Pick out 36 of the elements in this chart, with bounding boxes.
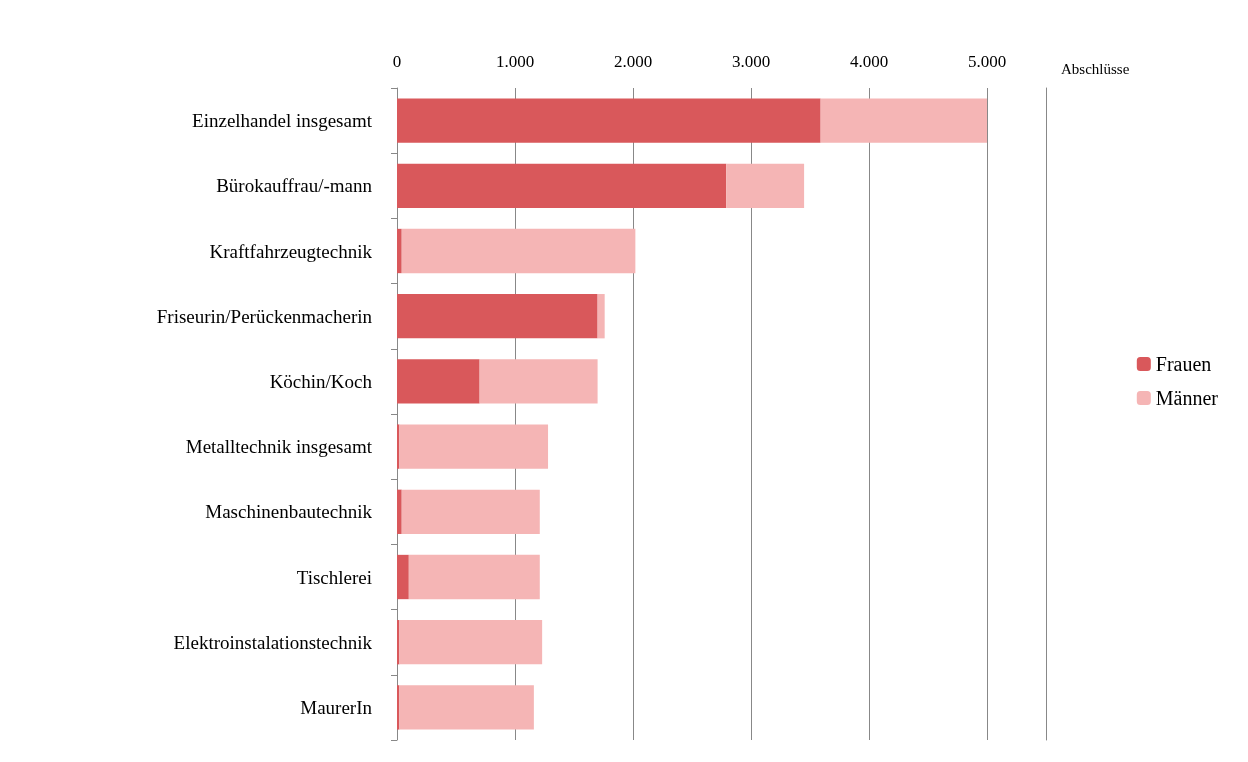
bar [726,163,805,208]
x-tick-label: 5.000 [967,52,1007,71]
bar [397,228,402,274]
bar [408,554,540,600]
x-tick-label: 1.000 [495,52,535,71]
x-axis-title: Abschlüsse [1061,60,1130,77]
bar [479,359,598,404]
y-tick-label: MaurerIn [300,696,373,718]
y-tick-label: Friseurin/Perückenmacherin [156,305,373,327]
bar [397,163,727,208]
y-tick-label: Maschinenbautechnik [205,501,373,523]
bar [820,98,987,143]
legend-label: Frauen [1155,353,1212,375]
bar [399,620,543,665]
legend-label: Männer [1155,387,1219,409]
y-tick-label: Metalltechnik insgesamt [185,436,373,458]
bar [399,685,534,730]
bar [397,359,480,404]
x-tick-label: 3.000 [731,52,771,71]
bar [401,228,636,274]
x-tick-label: 4.000 [849,52,889,71]
y-tick-label: Tischlerei [296,566,372,588]
bar [397,554,409,600]
y-tick-label: Bürokauffrau/-mann [216,175,373,197]
y-tick-label: Einzelhandel insgesamt [192,110,373,132]
bar [401,489,540,534]
bar [397,294,598,339]
bar [399,424,549,469]
y-tick-label: Kraftfahrzeugtechnik [209,240,373,262]
y-tick-label: Elektroinstalationstechnik [173,631,373,653]
bar [397,489,402,534]
bar [397,98,821,143]
y-tick-label: Köchin/Koch [269,370,373,392]
bar [597,294,605,339]
x-tick-label: 2.000 [613,52,653,71]
x-tick-label: 0 [392,52,402,71]
